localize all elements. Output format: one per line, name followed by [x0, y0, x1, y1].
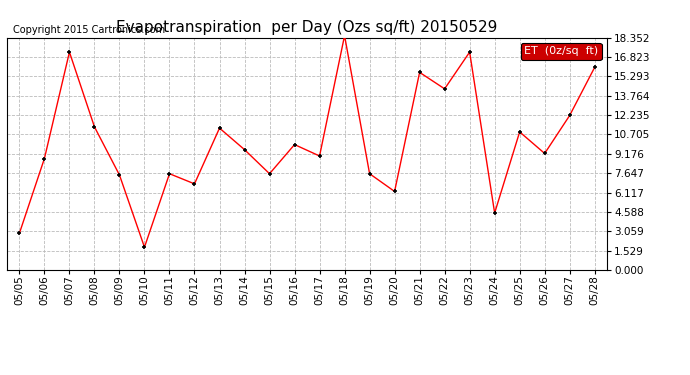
- Text: Copyright 2015 Cartronics.com: Copyright 2015 Cartronics.com: [13, 25, 165, 35]
- Point: [89, 124, 100, 130]
- Point: [364, 171, 375, 177]
- Point: [139, 244, 150, 250]
- Point: [39, 156, 50, 162]
- Point: [239, 147, 250, 153]
- Legend: ET  (0z/sq  ft): ET (0z/sq ft): [521, 43, 602, 60]
- Point: [589, 64, 600, 70]
- Point: [439, 86, 450, 92]
- Point: [264, 171, 275, 177]
- Point: [114, 172, 125, 178]
- Point: [14, 230, 25, 236]
- Point: [339, 33, 350, 39]
- Point: [564, 112, 575, 118]
- Point: [489, 210, 500, 216]
- Point: [314, 153, 325, 159]
- Point: [164, 171, 175, 177]
- Title: Evapotranspiration  per Day (Ozs sq/ft) 20150529: Evapotranspiration per Day (Ozs sq/ft) 2…: [117, 20, 497, 35]
- Point: [189, 181, 200, 187]
- Point: [64, 49, 75, 55]
- Point: [514, 129, 525, 135]
- Point: [464, 49, 475, 55]
- Point: [389, 189, 400, 195]
- Point: [414, 69, 425, 75]
- Point: [289, 142, 300, 148]
- Point: [214, 125, 225, 131]
- Point: [539, 150, 550, 156]
